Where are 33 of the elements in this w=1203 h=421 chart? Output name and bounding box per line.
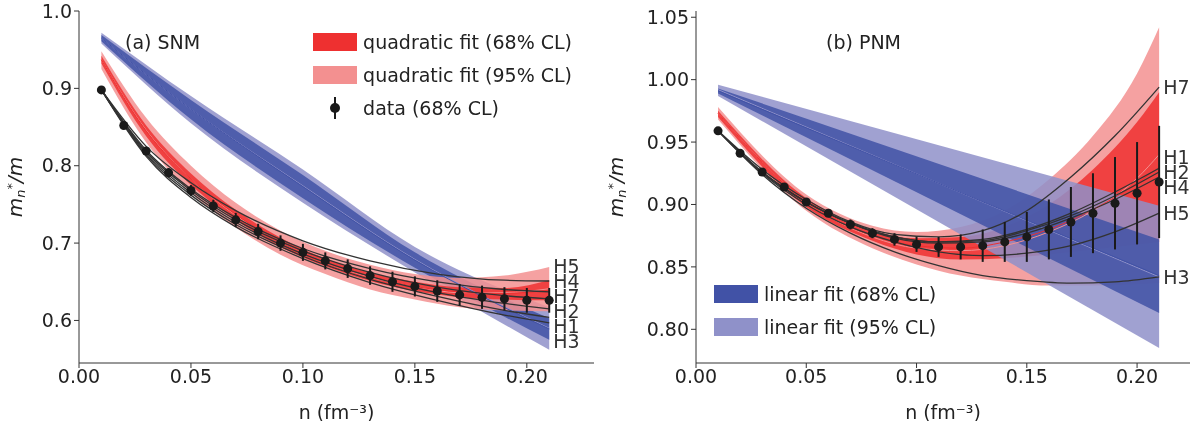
x-tick-label: 0.15 xyxy=(393,365,437,388)
x-tick-label: 0.05 xyxy=(785,365,828,388)
x-tick-label: 0.00 xyxy=(674,365,718,388)
y-tick-label: 1.00 xyxy=(646,68,689,91)
legend-label: quadratic fit (95% CL) xyxy=(363,63,572,86)
y-tick-label: 1.05 xyxy=(646,5,689,28)
legend-label: quadratic fit (68% CL) xyxy=(363,30,572,53)
x-tick-label: 0.20 xyxy=(505,365,548,388)
x-tick-label: 0.00 xyxy=(57,365,101,388)
y-tick-label: 0.8 xyxy=(41,154,72,177)
y-tick-label: 0.95 xyxy=(646,130,689,153)
y-tick-label: 0.85 xyxy=(646,255,689,278)
series-label: H5 xyxy=(1163,202,1190,225)
x-tick-label: 0.15 xyxy=(1005,365,1048,388)
legend-label: linear fit (95% CL) xyxy=(764,315,937,338)
x-tick-label: 0.10 xyxy=(895,365,938,388)
legend-label: linear fit (68% CL) xyxy=(764,282,937,305)
x-tick-label: 0.20 xyxy=(1115,365,1159,388)
y-tick-label: 0.7 xyxy=(41,231,72,254)
y-tick-label: 1.0 xyxy=(41,0,72,22)
y-tick-label: 0.6 xyxy=(41,309,72,332)
text: (b) PNM xyxy=(826,31,901,53)
x-axis-title: n (fm⁻³) xyxy=(905,401,981,421)
legend-label: data (68% CL) xyxy=(363,96,499,119)
x-tick-label: 0.10 xyxy=(281,365,325,388)
series-label: H7 xyxy=(1163,76,1190,99)
x-tick-label: 0.05 xyxy=(169,365,213,388)
y-tick-label: 0.80 xyxy=(646,318,689,341)
y-tick-label: 0.90 xyxy=(646,193,689,216)
x-axis-title: n (fm⁻³) xyxy=(298,401,375,421)
text: (a) SNM xyxy=(125,31,201,53)
series-label: H3 xyxy=(1163,265,1190,288)
y-tick-label: 0.9 xyxy=(41,77,72,100)
